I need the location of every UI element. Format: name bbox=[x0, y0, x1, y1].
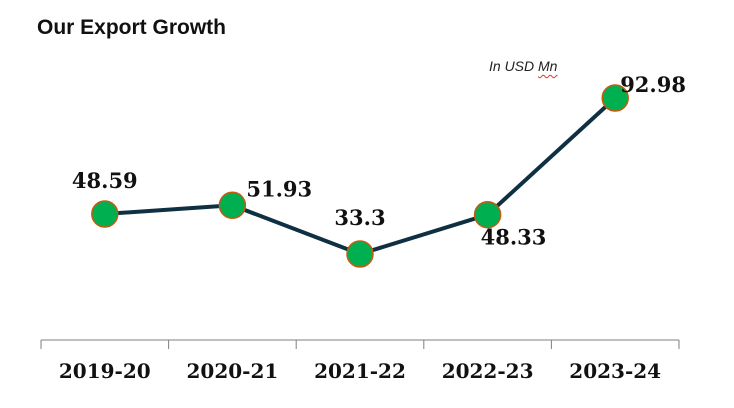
x-tick-label: 2023-24 bbox=[569, 359, 661, 383]
data-label: 48.33 bbox=[481, 225, 547, 250]
markers-group bbox=[91, 84, 629, 268]
x-tick-label: 2021-22 bbox=[314, 359, 406, 383]
chart-title: Our Export Growth bbox=[37, 16, 226, 39]
data-point-marker bbox=[601, 84, 629, 112]
unit-note-prefix: In USD bbox=[489, 58, 539, 74]
data-point-marker bbox=[473, 200, 502, 229]
data-label: 48.59 bbox=[72, 168, 138, 193]
x-tick-label: 2019-20 bbox=[59, 359, 151, 383]
data-point-marker bbox=[346, 240, 374, 268]
x-tick-label: 2022-23 bbox=[442, 359, 534, 383]
data-label: 51.93 bbox=[246, 176, 312, 201]
data-label: 33.3 bbox=[334, 205, 385, 230]
x-tick-label: 2020-21 bbox=[187, 359, 279, 383]
unit-note: In USD Mn bbox=[489, 58, 557, 74]
data-point-marker bbox=[91, 200, 119, 228]
data-point-marker bbox=[218, 191, 247, 220]
x-axis: 2019-20 2020-21 2021-22 2022-23 2023-24 bbox=[40, 339, 680, 383]
data-labels-group: 48.59 51.93 33.3 48.33 92.98 bbox=[72, 72, 686, 250]
unit-note-unit: Mn bbox=[538, 58, 558, 74]
data-label: 92.98 bbox=[620, 72, 686, 97]
